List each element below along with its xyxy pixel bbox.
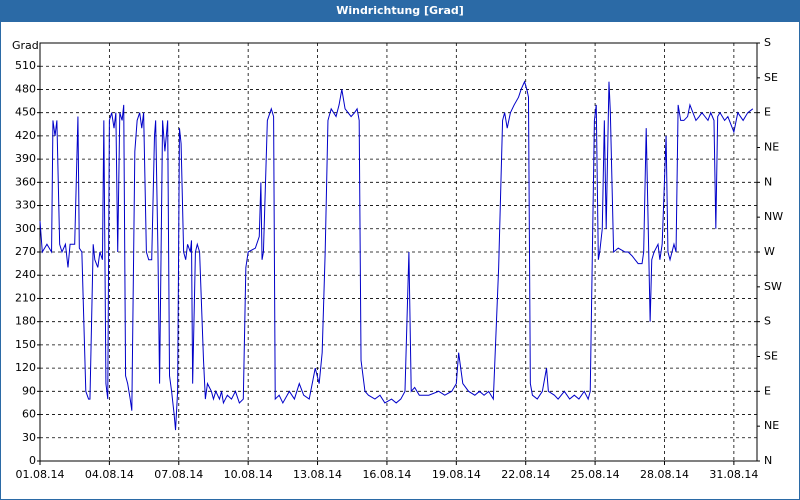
y2-tick-label: E <box>764 384 771 397</box>
y-tick-label: 120 <box>15 361 36 374</box>
x-tick-label: 22.08.14 <box>501 468 550 481</box>
x-tick-label: 19.08.14 <box>432 468 481 481</box>
y-tick-label: 210 <box>15 291 36 304</box>
y-tick-label: 330 <box>15 199 36 212</box>
y2-tick-label: S <box>764 315 771 328</box>
y-tick-label: 360 <box>15 175 36 188</box>
x-tick-label: 13.08.14 <box>293 468 342 481</box>
y2-tick-label: SE <box>764 350 778 363</box>
plot-frame <box>39 42 758 462</box>
y-tick-label: 240 <box>15 268 36 281</box>
y-tick-label: 90 <box>22 384 36 397</box>
y2-tick-label: NW <box>764 210 783 223</box>
y-tick-label: 270 <box>15 245 36 258</box>
y-tick-label: 300 <box>15 222 36 235</box>
y-tick-label: 510 <box>15 59 36 72</box>
y2-tick-label: N <box>764 454 772 467</box>
y-tick-label: 30 <box>22 431 36 444</box>
y2-tick-label: S <box>764 36 771 49</box>
x-tick-label: 31.08.14 <box>709 468 758 481</box>
y2-tick-label: SE <box>764 71 778 84</box>
y-axis-label: Grad <box>12 39 39 52</box>
y2-tick-label: NE <box>764 419 779 432</box>
y-tick-label: 60 <box>22 408 36 421</box>
chart-title: Windrichtung [Grad] <box>336 4 464 17</box>
y-tick-label: 480 <box>15 82 36 95</box>
y2-tick-label: NE <box>764 141 779 154</box>
y-tick-label: 450 <box>15 106 36 119</box>
y-tick-label: 390 <box>15 152 36 165</box>
y2-tick-label: N <box>764 175 772 188</box>
y-tick-label: 420 <box>15 129 36 142</box>
y-tick-label: 0 <box>29 454 36 467</box>
y2-tick-label: E <box>764 106 771 119</box>
y2-tick-label: SW <box>764 280 782 293</box>
x-tick-label: 16.08.14 <box>362 468 411 481</box>
y-tick-label: 150 <box>15 338 36 351</box>
x-tick-label: 04.08.14 <box>85 468 134 481</box>
x-tick-label: 25.08.14 <box>571 468 620 481</box>
x-tick-label: 28.08.14 <box>640 468 689 481</box>
y2-tick-label: W <box>764 245 775 258</box>
title-bar <box>0 0 800 22</box>
x-tick-label: 01.08.14 <box>16 468 65 481</box>
data-line <box>39 80 754 431</box>
y-tick-label: 180 <box>15 315 36 328</box>
x-tick-label: 10.08.14 <box>224 468 273 481</box>
x-tick-label: 07.08.14 <box>154 468 203 481</box>
